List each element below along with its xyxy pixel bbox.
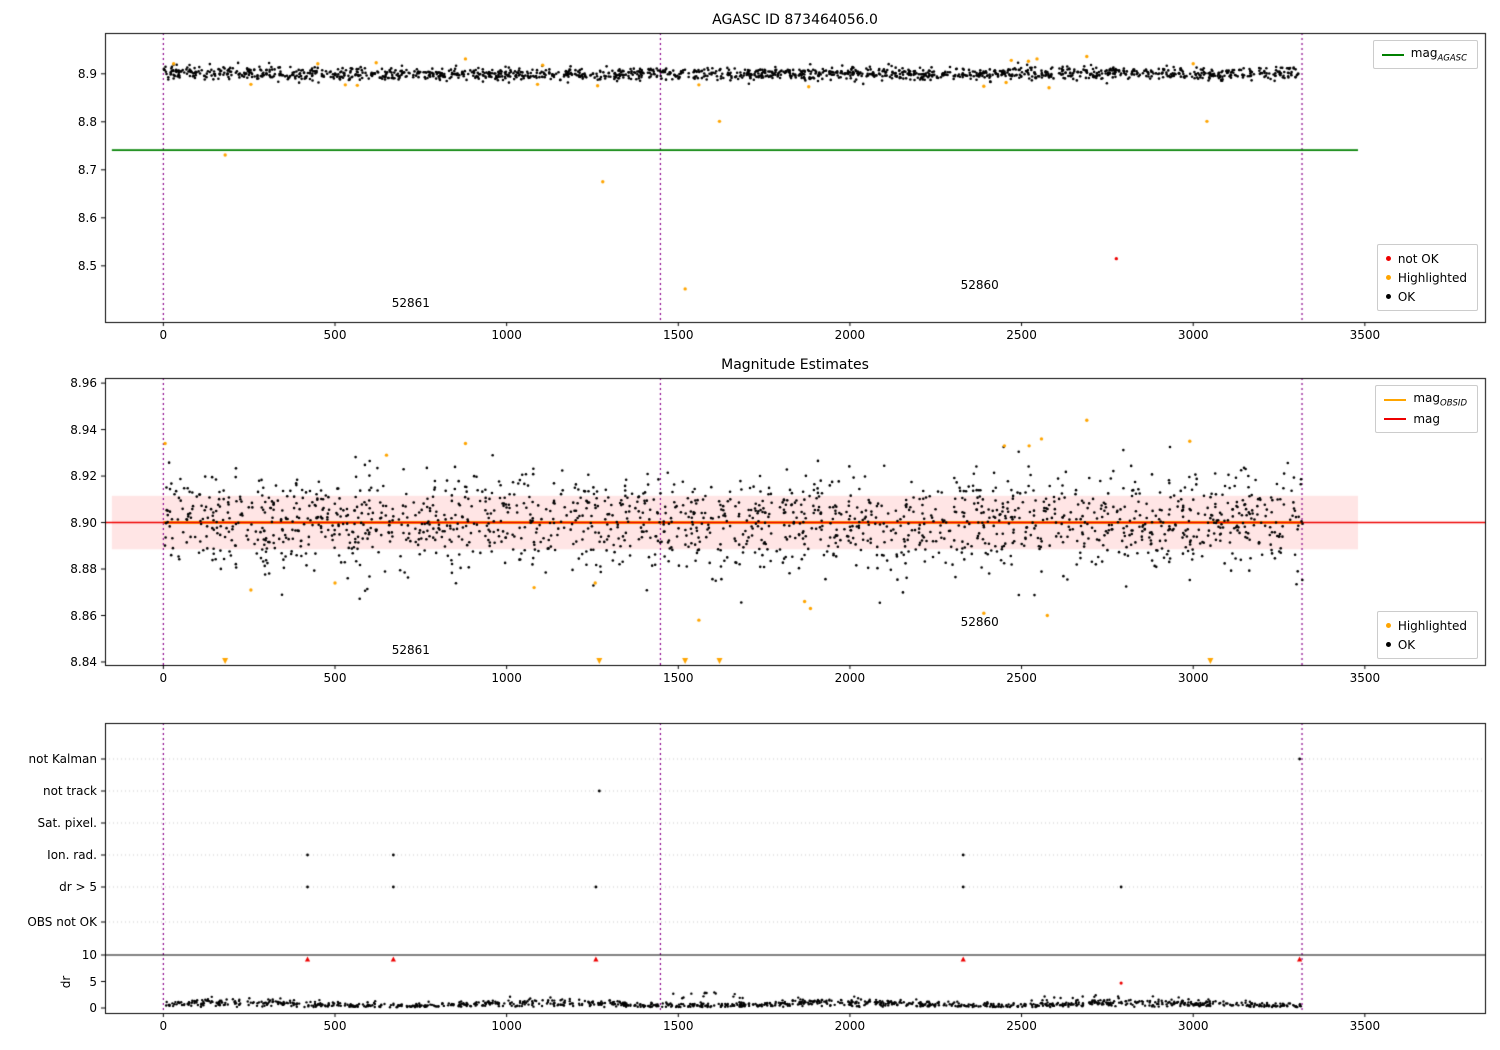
plot2-title: Magnitude Estimates	[721, 357, 869, 373]
plot1-title: AGASC ID 873464056.0	[712, 12, 878, 28]
